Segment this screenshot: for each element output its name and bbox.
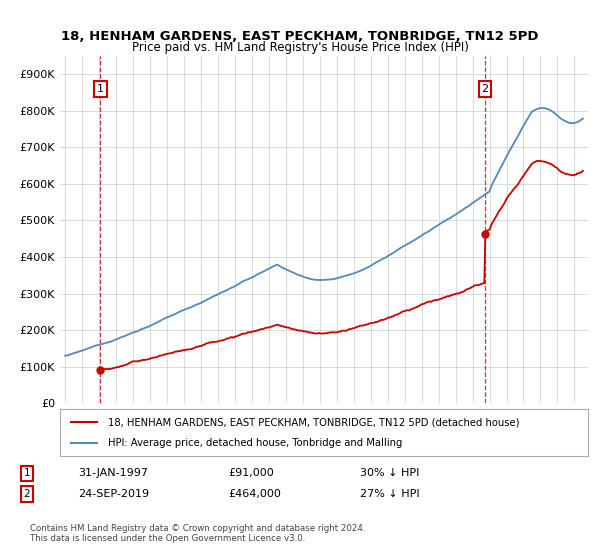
Text: Price paid vs. HM Land Registry's House Price Index (HPI): Price paid vs. HM Land Registry's House … bbox=[131, 41, 469, 54]
Text: 24-SEP-2019: 24-SEP-2019 bbox=[78, 489, 149, 499]
Text: Contains HM Land Registry data © Crown copyright and database right 2024.
This d: Contains HM Land Registry data © Crown c… bbox=[30, 524, 365, 543]
Text: £464,000: £464,000 bbox=[228, 489, 281, 499]
Text: £91,000: £91,000 bbox=[228, 468, 274, 478]
Text: 27% ↓ HPI: 27% ↓ HPI bbox=[360, 489, 419, 499]
Text: 2: 2 bbox=[481, 84, 488, 94]
Text: 1: 1 bbox=[97, 84, 104, 94]
Text: 31-JAN-1997: 31-JAN-1997 bbox=[78, 468, 148, 478]
Text: 18, HENHAM GARDENS, EAST PECKHAM, TONBRIDGE, TN12 5PD: 18, HENHAM GARDENS, EAST PECKHAM, TONBRI… bbox=[61, 30, 539, 43]
Text: 2: 2 bbox=[23, 489, 31, 499]
Text: HPI: Average price, detached house, Tonbridge and Malling: HPI: Average price, detached house, Tonb… bbox=[107, 438, 402, 448]
Text: 18, HENHAM GARDENS, EAST PECKHAM, TONBRIDGE, TN12 5PD (detached house): 18, HENHAM GARDENS, EAST PECKHAM, TONBRI… bbox=[107, 417, 519, 427]
Text: 1: 1 bbox=[23, 468, 31, 478]
Text: 30% ↓ HPI: 30% ↓ HPI bbox=[360, 468, 419, 478]
